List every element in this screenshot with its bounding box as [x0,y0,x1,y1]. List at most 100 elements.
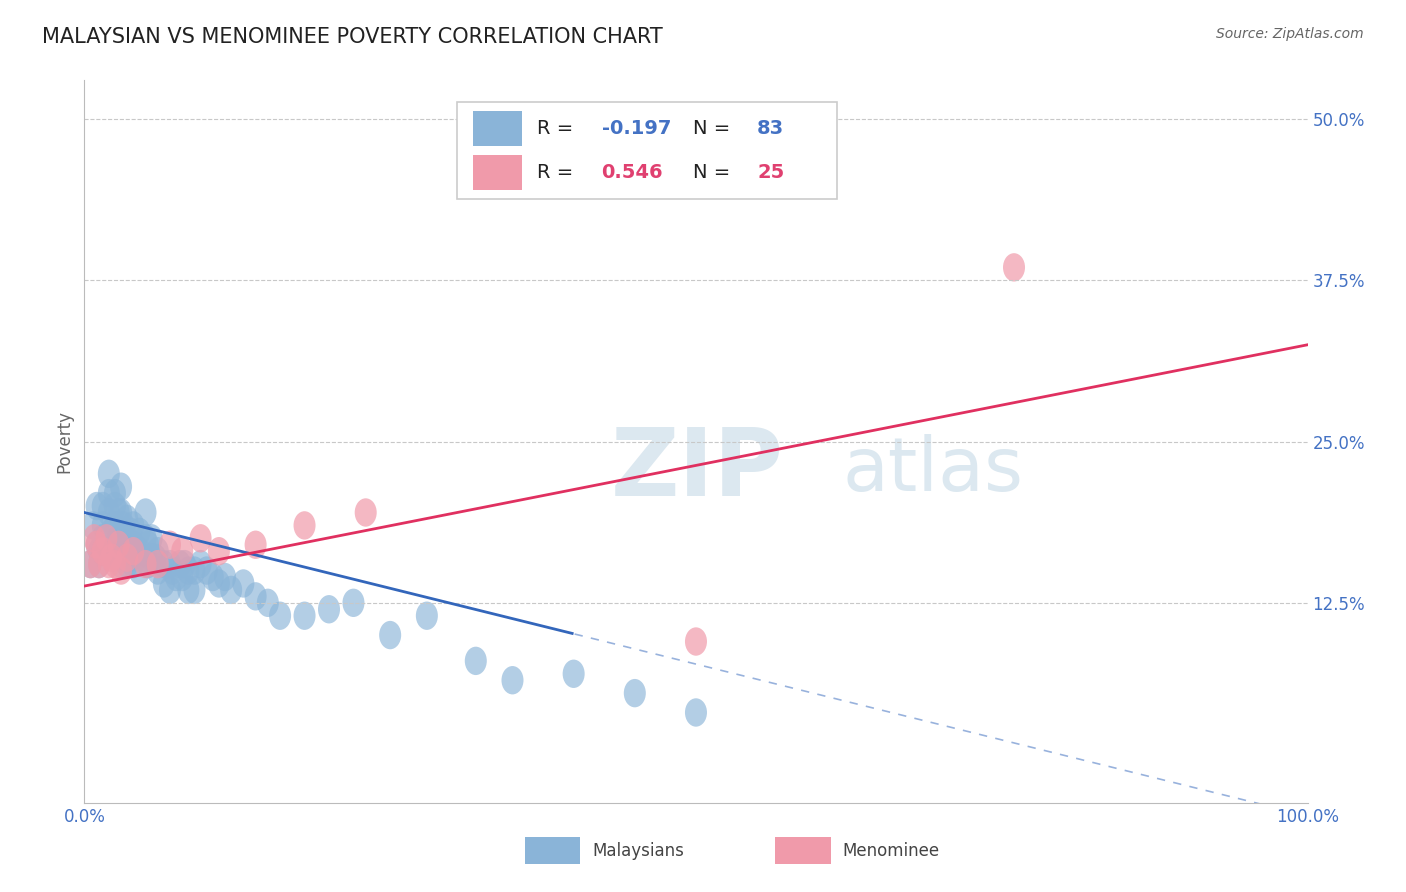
Ellipse shape [91,524,114,552]
Ellipse shape [98,459,120,488]
Ellipse shape [1002,253,1025,282]
Ellipse shape [257,589,278,617]
Ellipse shape [159,549,181,578]
Text: Menominee: Menominee [842,842,939,860]
Ellipse shape [125,537,146,566]
Ellipse shape [86,491,108,520]
Ellipse shape [91,537,114,566]
Text: ZIP: ZIP [610,425,783,516]
Ellipse shape [685,698,707,727]
Y-axis label: Poverty: Poverty [55,410,73,473]
Ellipse shape [245,531,267,559]
Ellipse shape [562,659,585,688]
Ellipse shape [294,511,315,540]
Ellipse shape [214,563,236,591]
Ellipse shape [120,543,142,572]
Ellipse shape [82,511,104,540]
Ellipse shape [146,537,169,566]
Ellipse shape [104,531,127,559]
Ellipse shape [110,549,132,578]
Ellipse shape [136,549,159,578]
Ellipse shape [98,549,120,578]
Ellipse shape [208,537,231,566]
Ellipse shape [135,524,156,552]
Ellipse shape [245,582,267,610]
Ellipse shape [98,499,120,526]
Ellipse shape [117,524,138,552]
Ellipse shape [89,537,110,566]
Ellipse shape [135,499,156,526]
Ellipse shape [132,543,155,572]
Ellipse shape [162,557,183,585]
Ellipse shape [165,563,187,591]
Text: MALAYSIAN VS MENOMINEE POVERTY CORRELATION CHART: MALAYSIAN VS MENOMINEE POVERTY CORRELATI… [42,27,664,46]
Ellipse shape [136,531,159,559]
Ellipse shape [108,499,129,526]
Ellipse shape [624,679,645,707]
Ellipse shape [108,531,129,559]
Ellipse shape [110,499,132,526]
Ellipse shape [112,511,135,540]
Ellipse shape [153,549,174,578]
Ellipse shape [83,524,105,552]
Ellipse shape [195,557,218,585]
Ellipse shape [269,601,291,630]
Ellipse shape [465,647,486,675]
Ellipse shape [232,569,254,598]
Text: Source: ZipAtlas.com: Source: ZipAtlas.com [1216,27,1364,41]
Ellipse shape [80,549,101,578]
Ellipse shape [110,473,132,501]
FancyBboxPatch shape [776,837,831,864]
Ellipse shape [685,627,707,656]
Ellipse shape [100,537,122,566]
Ellipse shape [146,549,169,578]
Ellipse shape [128,537,150,566]
Ellipse shape [100,517,122,546]
Ellipse shape [98,479,120,508]
Ellipse shape [183,557,205,585]
Ellipse shape [294,601,315,630]
Ellipse shape [169,549,191,578]
Ellipse shape [89,549,110,578]
Ellipse shape [794,169,817,198]
Ellipse shape [502,666,523,694]
Ellipse shape [80,549,101,578]
Ellipse shape [112,537,135,566]
Ellipse shape [141,543,163,572]
Ellipse shape [104,479,127,508]
Ellipse shape [159,531,181,559]
Ellipse shape [91,511,114,540]
Ellipse shape [100,543,122,572]
FancyBboxPatch shape [524,837,579,864]
Ellipse shape [183,575,205,604]
Ellipse shape [318,595,340,624]
Ellipse shape [96,524,117,552]
Ellipse shape [104,511,127,540]
Ellipse shape [86,531,108,559]
Ellipse shape [89,549,110,578]
Ellipse shape [122,511,145,540]
Ellipse shape [190,549,211,578]
Ellipse shape [96,537,117,566]
Text: atlas: atlas [842,434,1024,507]
Ellipse shape [202,563,224,591]
Ellipse shape [117,549,138,578]
Ellipse shape [120,517,142,546]
Ellipse shape [172,563,193,591]
Ellipse shape [108,524,129,552]
Ellipse shape [343,589,364,617]
Ellipse shape [221,575,242,604]
Ellipse shape [117,543,138,572]
Ellipse shape [159,575,181,604]
Ellipse shape [122,549,145,578]
Ellipse shape [146,557,169,585]
Ellipse shape [122,537,145,566]
Ellipse shape [416,601,437,630]
Ellipse shape [141,524,163,552]
Ellipse shape [122,531,145,559]
Ellipse shape [153,569,174,598]
Ellipse shape [354,499,377,526]
Ellipse shape [128,517,150,546]
Ellipse shape [380,621,401,649]
Ellipse shape [145,543,166,572]
